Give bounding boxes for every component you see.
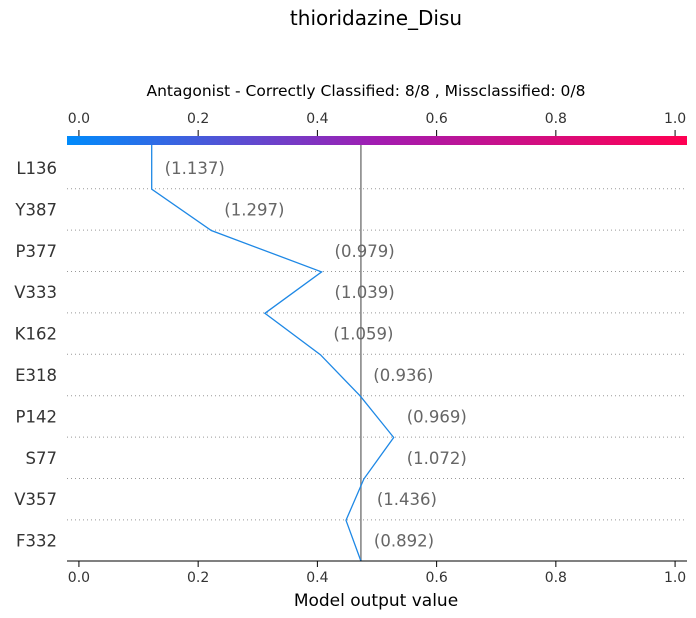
colorbar xyxy=(67,136,687,145)
feature-value-label: (0.936) xyxy=(373,366,433,385)
feature-label: V333 xyxy=(14,283,57,302)
bottom-tick-label: 0.0 xyxy=(68,570,90,586)
top-axis: 0.0 0.2 0.4 0.6 0.8 1.0 xyxy=(68,111,686,136)
feature-label: P142 xyxy=(16,407,57,426)
top-tick-label: 0.6 xyxy=(425,111,447,127)
feature-label: Y387 xyxy=(14,200,57,219)
feature-value-label: (1.436) xyxy=(377,490,437,509)
chart-title: thioridazine_Disu xyxy=(290,6,462,30)
top-tick-label: 0.4 xyxy=(306,111,328,127)
feature-value-label: (0.892) xyxy=(374,532,434,551)
bottom-tick-label: 1.0 xyxy=(664,570,686,586)
bottom-tick-label: 0.6 xyxy=(425,570,447,586)
feature-label: K162 xyxy=(15,325,57,344)
bottom-tick-label: 0.8 xyxy=(545,570,567,586)
feature-label: E318 xyxy=(15,366,57,385)
feature-value-label: (1.137) xyxy=(165,159,225,178)
feature-value-label: (1.297) xyxy=(224,200,284,219)
feature-value-label: (1.072) xyxy=(407,449,467,468)
feature-value-label: (1.059) xyxy=(333,325,393,344)
feature-label: L136 xyxy=(16,159,57,178)
feature-value-label: (1.039) xyxy=(335,283,395,302)
top-tick-label: 0.2 xyxy=(187,111,209,127)
bottom-tick-label: 0.2 xyxy=(187,570,209,586)
top-tick-label: 1.0 xyxy=(664,111,686,127)
feature-value-labels: (1.137) (1.297) (0.979) (1.039) (1.059) (0.93… xyxy=(165,159,467,551)
bottom-axis: 0.0 0.2 0.4 0.6 0.8 1.0 xyxy=(68,561,686,586)
row-separators xyxy=(67,188,687,521)
feature-label: P377 xyxy=(16,242,57,261)
top-tick-label: 0.8 xyxy=(545,111,567,127)
feature-labels: L136 Y387 P377 V333 K162 E318 P142 S77 V357 F332 xyxy=(14,159,57,551)
feature-value-label: (0.979) xyxy=(335,242,395,261)
feature-value-label: (0.969) xyxy=(407,407,467,426)
chart-subtitle: Antagonist - Correctly Classified: 8/8 ,… xyxy=(147,82,586,100)
feature-label: F332 xyxy=(16,532,57,551)
feature-label: V357 xyxy=(14,490,57,509)
feature-label: S77 xyxy=(26,449,57,468)
bottom-tick-label: 0.4 xyxy=(306,570,328,586)
top-tick-label: 0.0 xyxy=(68,111,90,127)
decision-path xyxy=(151,145,395,562)
x-axis-label: Model output value xyxy=(294,591,458,611)
